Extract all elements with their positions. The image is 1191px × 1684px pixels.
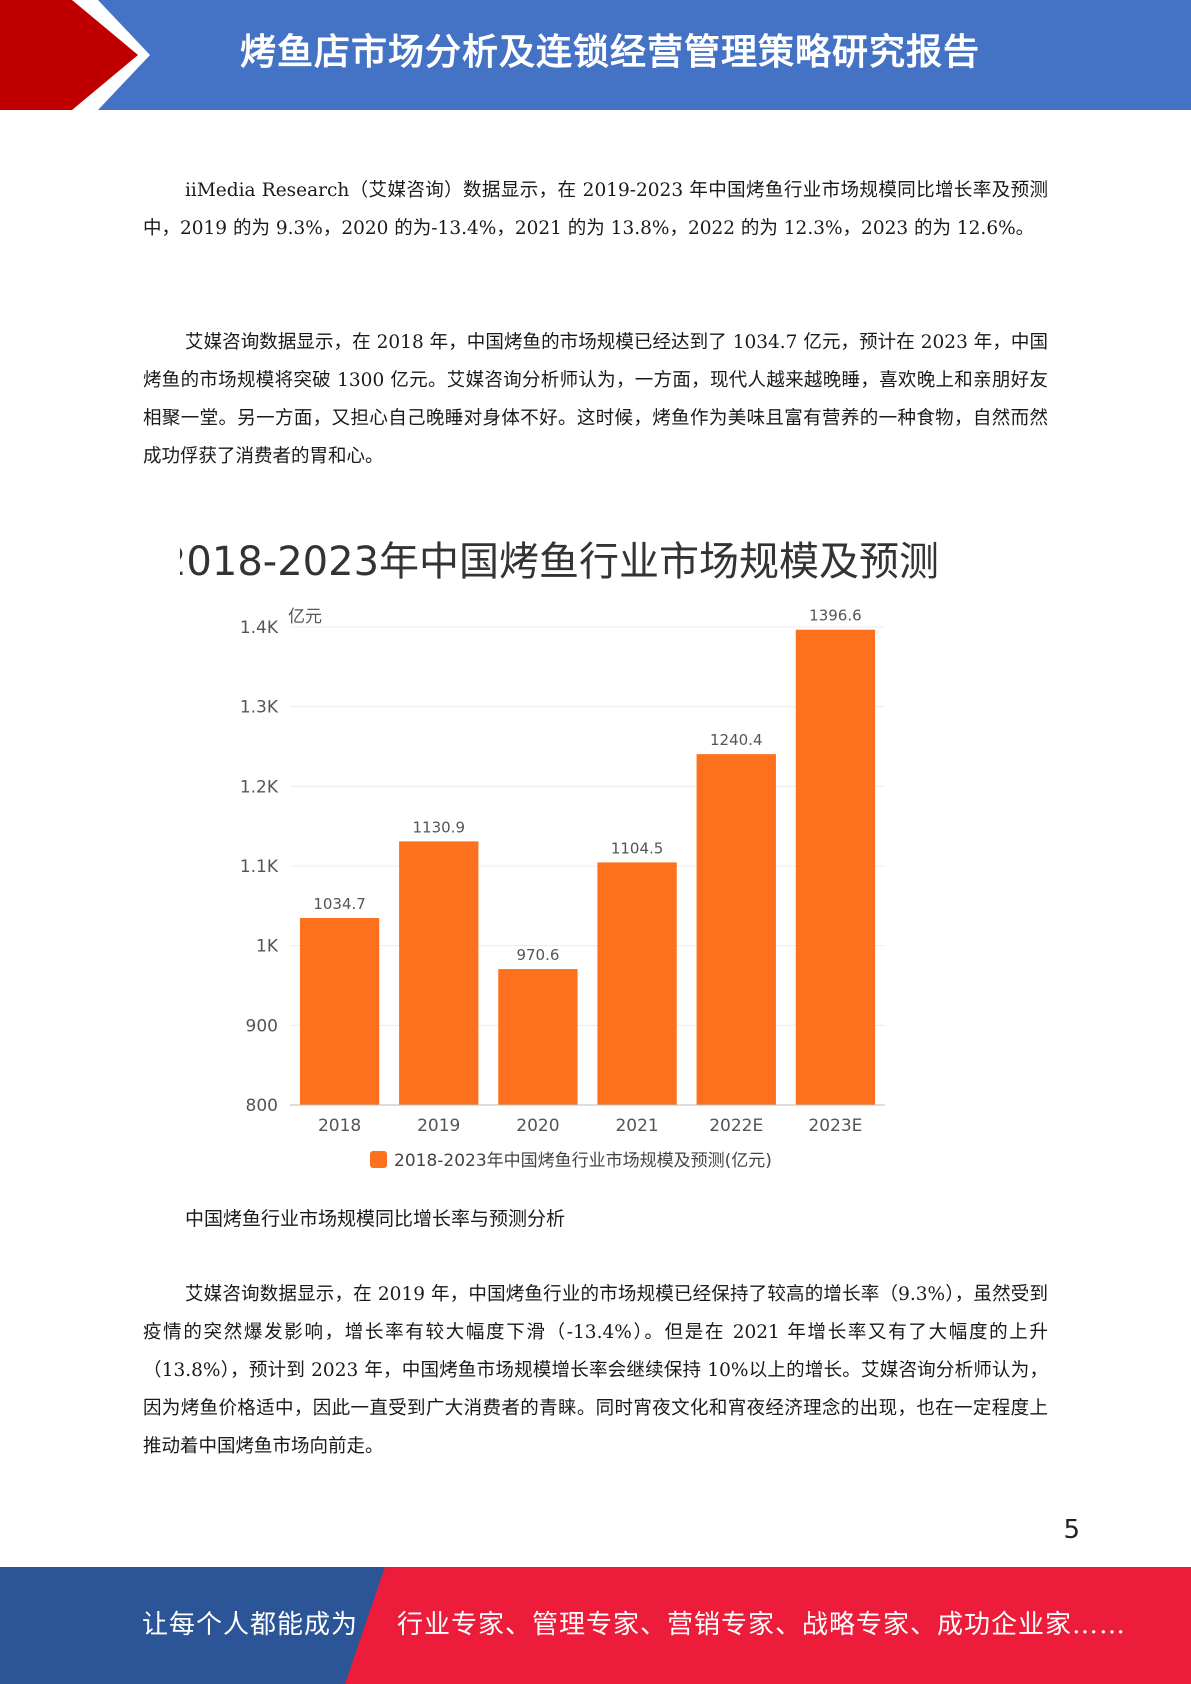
- bar-value-label: 1240.4: [710, 731, 763, 749]
- y-tick-label: 1K: [256, 937, 279, 957]
- legend: 2018-2023年中国烤鱼行业市场规模及预测(亿元): [370, 1151, 772, 1171]
- bar-value-label: 1034.7: [313, 895, 366, 913]
- footer-slogan-right: 行业专家、管理专家、营销专家、战略专家、成功企业家……: [397, 1610, 1127, 1640]
- y-tick-label: 1.2K: [240, 777, 279, 797]
- footer-blue-panel: [0, 1567, 385, 1684]
- bar-2020: [498, 969, 578, 1105]
- bar-value-label: 1104.5: [611, 839, 664, 857]
- y-tick-label: 1.3K: [240, 698, 279, 718]
- x-tick-label: 2020: [516, 1116, 559, 1136]
- y-tick-label: 1.4K: [240, 618, 279, 638]
- header-banner: 烤鱼店市场分析及连锁经营管理策略研究报告: [0, 0, 1191, 110]
- bar-2021: [597, 862, 677, 1105]
- legend-label: 2018-2023年中国烤鱼行业市场规模及预测(亿元): [394, 1151, 772, 1171]
- x-axis-ticks: 2018 2019 2020 2021 2022E 2023E: [318, 1116, 862, 1136]
- paragraph-growth-rate: iiMedia Research（艾媒咨询）数据显示，在 2019-2023 年…: [143, 180, 1048, 239]
- x-tick-label: 2019: [417, 1116, 460, 1136]
- x-tick-label: 2021: [615, 1116, 658, 1136]
- x-tick-label: 2022E: [709, 1116, 763, 1136]
- bar-value-labels: 1034.7 1130.9 970.6 1104.5 1240.4 1396.6: [313, 607, 861, 964]
- page-number: 5: [1063, 1515, 1080, 1545]
- paragraph-analysis: 艾媒咨询数据显示，在 2019 年，中国烤鱼行业的市场规模已经保持了较高的增长率…: [143, 1284, 1048, 1457]
- y-tick-label: 800: [246, 1096, 278, 1116]
- x-tick-label: 2018: [318, 1116, 361, 1136]
- report-title: 烤鱼店市场分析及连锁经营管理策略研究报告: [239, 32, 980, 73]
- bar-value-label: 970.6: [516, 946, 559, 964]
- legend-swatch: [370, 1151, 387, 1168]
- y-tick-label: 900: [246, 1016, 278, 1036]
- bar-2022E: [696, 754, 776, 1105]
- bar-chart-svg: 2018-2023年中国烤鱼行业市场规模及预测 亿元 800 900 1K 1.1K 1…: [180, 539, 939, 1171]
- bar-value-label: 1130.9: [413, 818, 466, 836]
- chart-caption: 中国烤鱼行业市场规模同比增长率与预测分析: [185, 1208, 566, 1230]
- y-axis-unit-label: 亿元: [288, 607, 322, 627]
- y-axis-ticks: 800 900 1K 1.1K 1.2K 1.3K 1.4K: [240, 618, 279, 1116]
- y-tick-label: 1.1K: [240, 857, 279, 877]
- chart-title: 2018-2023年中国烤鱼行业市场规模及预测: [180, 539, 939, 585]
- bars: [299, 629, 876, 1105]
- bar-value-label: 1396.6: [809, 607, 862, 625]
- market-size-chart: 2018-2023年中国烤鱼行业市场规模及预测 亿元 800 900 1K 1.1K 1…: [180, 525, 1000, 1175]
- paragraph-market-size: 艾媒咨询数据显示，在 2018 年，中国烤鱼的市场规模已经达到了 1034.7 …: [143, 332, 1048, 467]
- x-tick-label: 2023E: [808, 1116, 862, 1136]
- bar-2023E: [795, 629, 876, 1105]
- footer-slogan-left: 让每个人都能成为: [142, 1610, 359, 1640]
- bar-2018: [299, 918, 380, 1105]
- footer-banner: 让每个人都能成为 行业专家、管理专家、营销专家、战略专家、成功企业家……: [0, 1567, 1191, 1684]
- bar-2019: [399, 841, 479, 1105]
- header-chevron-icon: [0, 0, 138, 110]
